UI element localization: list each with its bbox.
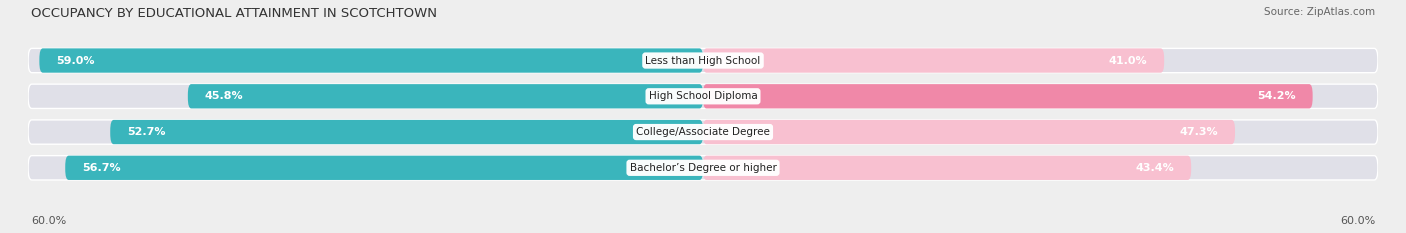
FancyBboxPatch shape — [39, 48, 703, 73]
Text: 56.7%: 56.7% — [82, 163, 121, 173]
Text: 60.0%: 60.0% — [31, 216, 66, 226]
Text: Bachelor’s Degree or higher: Bachelor’s Degree or higher — [630, 163, 776, 173]
Text: 54.2%: 54.2% — [1257, 91, 1296, 101]
Text: OCCUPANCY BY EDUCATIONAL ATTAINMENT IN SCOTCHTOWN: OCCUPANCY BY EDUCATIONAL ATTAINMENT IN S… — [31, 7, 437, 20]
Text: 59.0%: 59.0% — [56, 55, 94, 65]
FancyBboxPatch shape — [703, 156, 1191, 180]
FancyBboxPatch shape — [703, 120, 1234, 144]
Text: 60.0%: 60.0% — [1340, 216, 1375, 226]
Text: 43.4%: 43.4% — [1136, 163, 1174, 173]
Text: Source: ZipAtlas.com: Source: ZipAtlas.com — [1264, 7, 1375, 17]
FancyBboxPatch shape — [65, 156, 703, 180]
FancyBboxPatch shape — [28, 48, 1378, 73]
FancyBboxPatch shape — [28, 156, 1378, 180]
Text: College/Associate Degree: College/Associate Degree — [636, 127, 770, 137]
Text: Less than High School: Less than High School — [645, 55, 761, 65]
FancyBboxPatch shape — [188, 84, 703, 108]
FancyBboxPatch shape — [703, 84, 1313, 108]
Text: 45.8%: 45.8% — [205, 91, 243, 101]
FancyBboxPatch shape — [28, 120, 1378, 144]
Text: High School Diploma: High School Diploma — [648, 91, 758, 101]
FancyBboxPatch shape — [110, 120, 703, 144]
Text: 41.0%: 41.0% — [1109, 55, 1147, 65]
Text: 52.7%: 52.7% — [127, 127, 166, 137]
FancyBboxPatch shape — [28, 84, 1378, 108]
FancyBboxPatch shape — [703, 48, 1164, 73]
Text: 47.3%: 47.3% — [1180, 127, 1218, 137]
